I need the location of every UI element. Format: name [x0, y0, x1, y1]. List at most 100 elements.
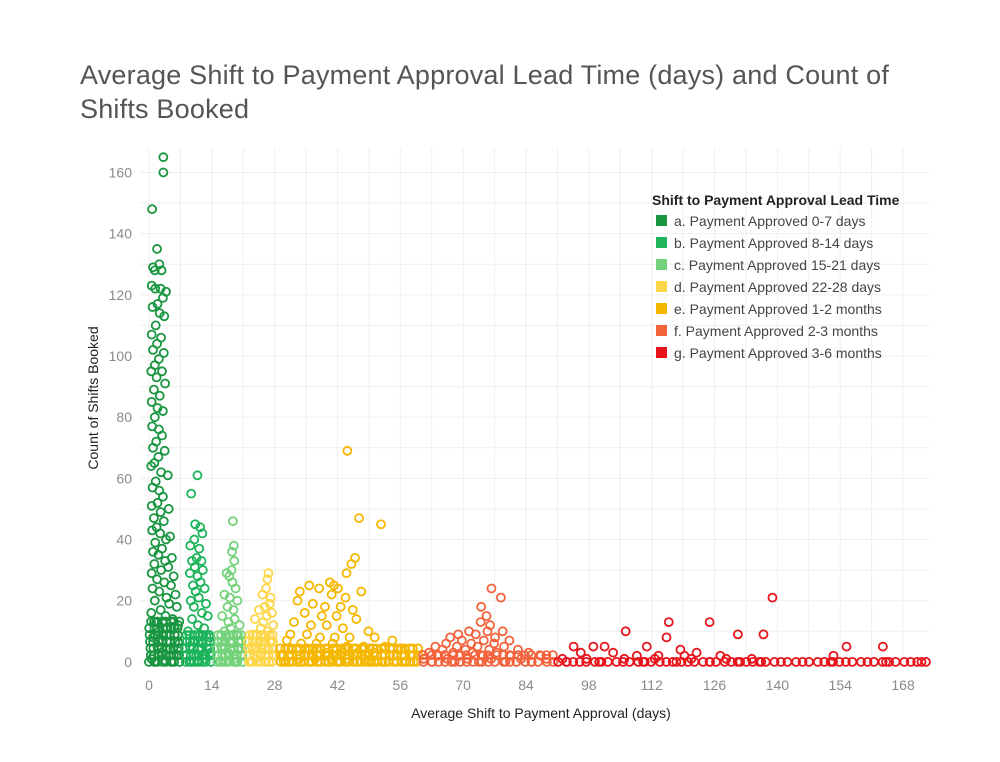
data-point: [150, 537, 161, 548]
data-point: [314, 583, 324, 594]
data-point: [704, 617, 715, 628]
data-point: [334, 656, 345, 667]
data-point: [164, 644, 175, 655]
y-axis-label: Count of Shifts Booked: [85, 326, 101, 469]
legend-swatch: [656, 281, 667, 292]
data-point: [304, 580, 315, 591]
data-point: [159, 311, 170, 322]
data-point: [377, 656, 388, 667]
x-tick-label: 56: [393, 677, 409, 693]
data-point: [467, 647, 478, 658]
data-point: [698, 656, 708, 667]
data-point: [369, 632, 380, 643]
legend-entry: f. Payment Approved 2-3 months: [674, 323, 878, 339]
data-point: [293, 653, 304, 664]
data-point: [173, 620, 184, 631]
data-point: [146, 366, 157, 377]
data-point: [296, 638, 307, 649]
data-point: [486, 653, 496, 664]
data-point: [149, 412, 160, 423]
data-point: [217, 611, 228, 621]
x-tick-label: 0: [145, 677, 153, 693]
data-point: [401, 656, 412, 667]
series-4: [242, 568, 279, 667]
data-point: [205, 643, 216, 654]
data-point: [470, 629, 481, 640]
data-point: [352, 647, 363, 658]
data-point: [292, 595, 303, 606]
data-point: [257, 589, 268, 600]
data-point: [588, 641, 599, 652]
data-point: [356, 586, 367, 597]
x-axis-label: Average Shift to Payment Approval (days): [411, 705, 671, 721]
data-point: [148, 442, 158, 453]
data-point: [192, 470, 203, 481]
data-point: [476, 656, 487, 667]
x-tick-label: 28: [267, 677, 283, 693]
data-point: [299, 608, 310, 618]
x-tick-label: 98: [581, 677, 597, 693]
data-point: [287, 644, 298, 655]
series-7: [553, 592, 931, 667]
data-point: [246, 641, 257, 652]
data-point: [884, 656, 895, 667]
data-point: [881, 656, 891, 667]
data-point: [189, 635, 200, 646]
series-5: [275, 445, 424, 667]
data-point: [735, 656, 746, 667]
data-point: [329, 632, 340, 643]
data-point: [281, 635, 292, 646]
legend-swatch: [656, 237, 667, 248]
data-point: [280, 656, 291, 667]
data-point: [306, 656, 317, 667]
data-point: [424, 647, 434, 658]
data-point: [155, 604, 166, 615]
y-tick-label: 0: [124, 654, 132, 670]
data-point: [828, 650, 839, 661]
data-point: [268, 620, 279, 631]
data-point: [905, 656, 916, 667]
data-point: [157, 430, 167, 441]
data-point: [302, 629, 312, 640]
data-point: [346, 559, 357, 569]
data-point: [608, 647, 619, 658]
data-point: [473, 656, 484, 667]
data-point: [166, 580, 176, 591]
data-point: [195, 522, 206, 533]
data-point: [721, 653, 732, 664]
data-point: [157, 366, 167, 377]
data-point: [472, 641, 483, 652]
data-point: [335, 601, 346, 612]
data-point: [561, 656, 572, 667]
data-point: [184, 641, 195, 652]
data-point: [167, 614, 178, 624]
data-point: [185, 540, 196, 551]
x-tick-label: 126: [703, 677, 727, 693]
legend-swatch: [656, 215, 667, 226]
data-point: [526, 656, 537, 667]
data-point: [631, 650, 642, 661]
data-point: [196, 556, 207, 566]
data-point: [265, 592, 276, 603]
data-point: [341, 568, 352, 579]
data-point: [197, 638, 208, 649]
data-point: [326, 653, 337, 664]
data-point: [147, 525, 158, 536]
data-point: [769, 656, 780, 667]
data-point: [201, 598, 211, 609]
data-point: [193, 592, 204, 603]
data-point: [146, 461, 157, 472]
data-point: [158, 516, 169, 527]
data-point: [151, 617, 162, 628]
data-point: [234, 620, 245, 631]
data-point: [686, 653, 697, 664]
data-point: [158, 167, 169, 178]
data-point: [387, 635, 398, 646]
data-point: [449, 656, 460, 667]
data-point: [456, 635, 467, 646]
x-tick-label: 168: [891, 677, 915, 693]
data-point: [196, 644, 206, 655]
x-tick-label: 140: [766, 677, 790, 693]
data-point: [237, 650, 248, 661]
